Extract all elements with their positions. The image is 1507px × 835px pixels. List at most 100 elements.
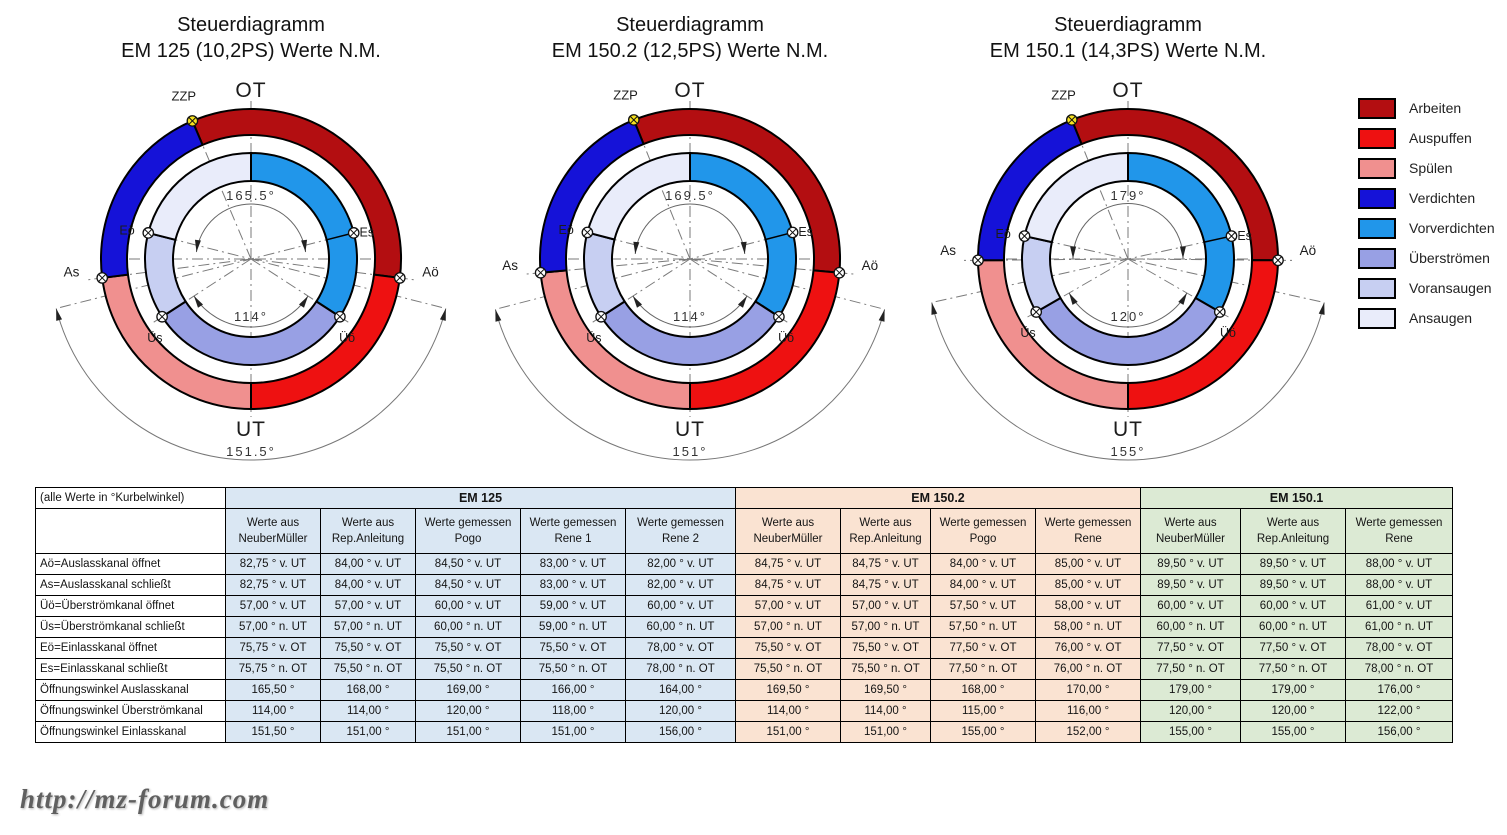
value-cell: 168,00 ° (320, 679, 416, 701)
table-column-header-line: NeuberMüller (753, 533, 823, 545)
legend: Arbeiten Auspuffen Spülen Verdichten Vorverd… (1358, 97, 1495, 337)
dim-label-auslass: 179° (1111, 188, 1146, 203)
value-cell: 84,00 ° v. UT (320, 553, 416, 575)
legend-label: Vorverdichten (1409, 220, 1495, 236)
table-column-header-line: NeuberMüller (238, 533, 308, 545)
legend-label: Arbeiten (1409, 100, 1462, 116)
timing-diagram-em125: OT UT ZZP As Aö Eö Es Üs Üö 165.5° 114° 151.5° (55, 79, 447, 461)
value-cell: 57,00 ° v. UT (320, 595, 416, 617)
value-cell: 77,50 ° v. OT (1240, 637, 1346, 659)
dim-label-einlass: 155° (1111, 444, 1146, 459)
table-row: As=Auslasskanal schließt 82,75 ° v. UT 84,… (35, 574, 1453, 596)
value-cell: 84,00 ° v. UT (930, 574, 1036, 596)
dimension-arrowhead (1070, 246, 1077, 259)
dim-arc-einlass (494, 309, 886, 461)
table-column-header: Werte gemessen Rene (1035, 508, 1141, 554)
diagram-title-line1: Steuerdiagramm (177, 14, 325, 36)
table-column-header: Werte aus Rep.Anleitung (840, 508, 931, 554)
label-as: As (64, 264, 80, 279)
table-group-header: EM 125 (225, 487, 736, 509)
value-cell: 114,00 ° (840, 700, 931, 722)
label-zzp: ZZP (172, 89, 197, 104)
label-ut: UT (675, 418, 705, 441)
value-cell: 61,00 ° v. UT (1345, 595, 1453, 617)
legend-swatch-spuelen (1358, 157, 1396, 179)
value-cell: 84,75 ° v. UT (840, 553, 931, 575)
legend-swatch-ueberstroemen (1358, 247, 1396, 269)
diagram-title-em150-1: Steuerdiagramm EM 150.1 (14,3PS) Werte N… (893, 12, 1363, 64)
value-cell: 82,00 ° v. UT (625, 553, 736, 575)
table-row: Üs=Überströmkanal schließt 57,00 ° n. UT 5… (35, 616, 1453, 638)
value-cell: 57,00 ° v. UT (225, 595, 321, 617)
table-column-header-line: Rene 2 (661, 533, 700, 545)
row-label: Üö=Überströmkanal öffnet (35, 595, 226, 617)
diagram-title-line2: EM 125 (10,2PS) Werte N.M. (121, 40, 381, 62)
dimension-arrowhead (1069, 293, 1078, 305)
marker-es (347, 227, 360, 239)
value-cell: 156,00 ° (1345, 721, 1453, 743)
value-cell: 120,00 ° (415, 700, 521, 722)
value-cell: 82,75 ° v. UT (225, 574, 321, 596)
marker-eo (142, 227, 155, 239)
value-cell: 122,00 ° (1345, 700, 1453, 722)
value-cell: 84,75 ° v. UT (735, 553, 841, 575)
table-column-header: Werte aus Rep.Anleitung (1240, 508, 1346, 554)
value-cell: 60,00 ° n. UT (415, 616, 521, 638)
marker-uo (334, 310, 346, 323)
label-eo: Eö (996, 227, 1011, 241)
table-row: Öffnungswinkel Überströmkanal 114,00 ° 114… (35, 700, 1453, 722)
value-cell: 75,50 ° n. OT (520, 658, 626, 680)
table-corner-note: (alle Werte in °Kurbelwinkel) (35, 487, 226, 509)
values-table: (alle Werte in °Kurbelwinkel) EM 125 EM 15… (35, 487, 1453, 743)
centerline (962, 258, 1129, 261)
diagram-title-line2: EM 150.2 (12,5PS) Werte N.M. (551, 40, 829, 62)
ring-voransaugen (1020, 235, 1062, 313)
legend-item-spuelen: Spülen (1358, 157, 1495, 179)
value-cell: 155,00 ° (930, 721, 1036, 743)
table-column-header-line: Rep.Anleitung (849, 533, 922, 545)
label-as: As (940, 243, 956, 258)
value-cell: 85,00 ° v. UT (1035, 574, 1141, 596)
legend-swatch-ansaugen (1358, 307, 1396, 329)
dim-label-ueberstroem: 114° (673, 309, 707, 324)
marker-uo (1213, 306, 1226, 318)
value-cell: 114,00 ° (735, 700, 841, 722)
value-cell: 77,50 ° v. OT (930, 637, 1036, 659)
label-zzp: ZZP (1051, 88, 1076, 103)
value-cell: 89,50 ° v. UT (1140, 574, 1241, 596)
dim-arc-ueberstroem (632, 295, 748, 328)
value-cell: 77,50 ° v. OT (1140, 637, 1241, 659)
table-column-header-line: NeuberMüller (1155, 533, 1226, 545)
value-cell: 77,50 ° n. OT (930, 658, 1036, 680)
value-cell: 75,50 ° v. OT (735, 637, 841, 659)
table-column-header-line: Werte gemessen (637, 517, 724, 529)
ring-voransaugen (583, 231, 626, 318)
dim-arc-ueberstroem (1068, 292, 1188, 328)
value-cell: 151,00 ° (520, 721, 626, 743)
value-cell: 179,00 ° (1140, 679, 1241, 701)
table-column-header: Werte aus NeuberMüller (225, 508, 321, 554)
table-column-header-line: Werte gemessen (1044, 517, 1132, 529)
value-cell: 84,50 ° v. UT (415, 553, 521, 575)
label-eo: Eö (119, 223, 134, 237)
table-column-header-line: Werte gemessen (529, 517, 617, 529)
table-row: Öffnungswinkel Einlasskanal 151,50 ° 151,0… (35, 721, 1453, 743)
value-cell: 59,00 ° v. UT (520, 595, 626, 617)
centerline (1022, 235, 1325, 303)
label-us: Üs (586, 331, 601, 345)
value-cell: 164,00 ° (625, 679, 736, 701)
table-column-header-line: Pogo (454, 533, 482, 545)
table-column-header-line: Rene 1 (554, 533, 592, 545)
centerline (250, 258, 351, 324)
value-cell: 169,50 ° (735, 679, 841, 701)
table-column-header-line: Werte gemessen (424, 517, 512, 529)
table-column-header-line: Rep.Anleitung (331, 533, 405, 545)
label-ut: UT (236, 418, 266, 441)
dim-label-ueberstroem: 120° (1111, 309, 1146, 324)
table-column-header-line: Pogo (969, 533, 997, 545)
value-cell: 120,00 ° (625, 700, 736, 722)
value-cell: 78,00 ° n. OT (1345, 658, 1453, 680)
label-ot: OT (235, 79, 266, 102)
dimension-arrowhead (194, 239, 201, 253)
value-cell: 156,00 ° (625, 721, 736, 743)
